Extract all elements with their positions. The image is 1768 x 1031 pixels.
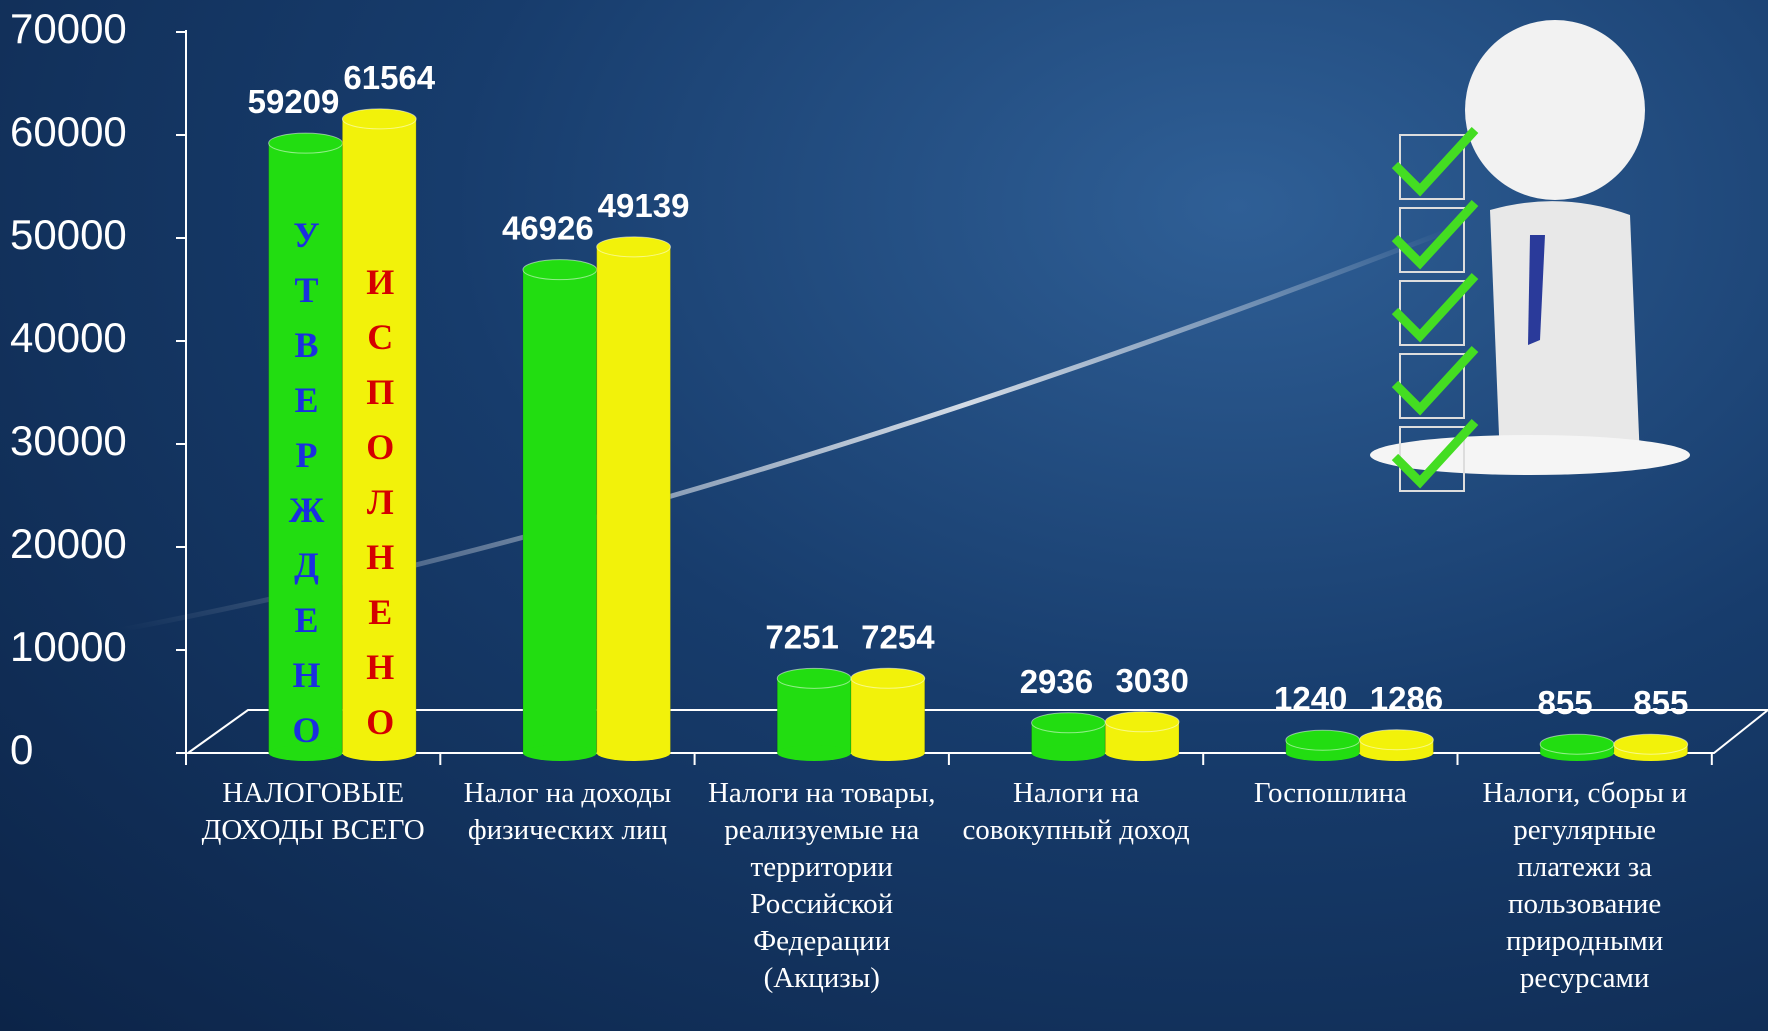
value-label: 855 <box>1633 684 1688 721</box>
bar-base <box>777 745 851 761</box>
bar <box>851 678 925 753</box>
bar-top <box>342 109 416 129</box>
y-tick-label: 70000 <box>10 5 127 52</box>
y-tick-label: 0 <box>10 726 33 773</box>
value-label: 49139 <box>598 187 690 224</box>
y-tick-label: 20000 <box>10 520 127 567</box>
value-label: 59209 <box>248 83 340 120</box>
bar-top <box>1032 713 1106 733</box>
value-label: 61564 <box>343 59 435 96</box>
series-name: УТВЕРЖДЕНО <box>286 215 328 765</box>
bar-top <box>1540 734 1614 754</box>
value-label: 46926 <box>502 210 594 247</box>
bar-base <box>523 745 597 761</box>
bar <box>777 678 851 753</box>
bar-top <box>851 668 925 688</box>
y-tick-label: 50000 <box>10 211 127 258</box>
bar-top <box>1360 730 1434 750</box>
bar-top <box>597 237 671 257</box>
bar-base <box>1105 745 1179 761</box>
x-tick-label: Налоги, сборы и регулярные платежи за по… <box>1464 775 1706 997</box>
y-tick-label: 60000 <box>10 108 127 155</box>
bar-base <box>851 745 925 761</box>
y-tick-label: 40000 <box>10 314 127 361</box>
x-tick-label: Налоги на совокупный доход <box>955 775 1197 849</box>
y-tick-label: 30000 <box>10 417 127 464</box>
floor <box>188 710 1768 753</box>
bar-top <box>1286 730 1360 750</box>
value-label: 7254 <box>861 618 935 655</box>
value-label: 2936 <box>1020 663 1093 700</box>
slide: 0 10000 20000 30000 40000 50000 60000 70000 5920… <box>0 0 1768 1031</box>
bar-top <box>777 668 851 688</box>
bar-top <box>1614 734 1688 754</box>
bar-base <box>1032 745 1106 761</box>
figure <box>1370 20 1690 491</box>
value-label: 1240 <box>1274 680 1347 717</box>
bar-base <box>597 745 671 761</box>
value-label: 3030 <box>1115 662 1188 699</box>
bar <box>523 270 597 753</box>
value-label: 7251 <box>765 618 838 655</box>
series-name: ИСПОЛНЕНО <box>359 262 401 757</box>
x-tick-label: Налог на доходы физических лиц <box>446 775 688 849</box>
bar-top <box>1105 712 1179 732</box>
value-label: 855 <box>1537 684 1592 721</box>
bar-top <box>269 133 343 153</box>
x-tick-label: Налоги на товары, реализуемые на террито… <box>701 775 943 997</box>
y-tick-label: 10000 <box>10 623 127 670</box>
bar-top <box>523 260 597 280</box>
bar <box>597 247 671 753</box>
value-label: 1286 <box>1370 680 1443 717</box>
x-tick-label: НАЛОГОВЫЕ ДОХОДЫ ВСЕГО <box>192 775 434 849</box>
x-tick-label: Госпошлина <box>1209 775 1451 812</box>
